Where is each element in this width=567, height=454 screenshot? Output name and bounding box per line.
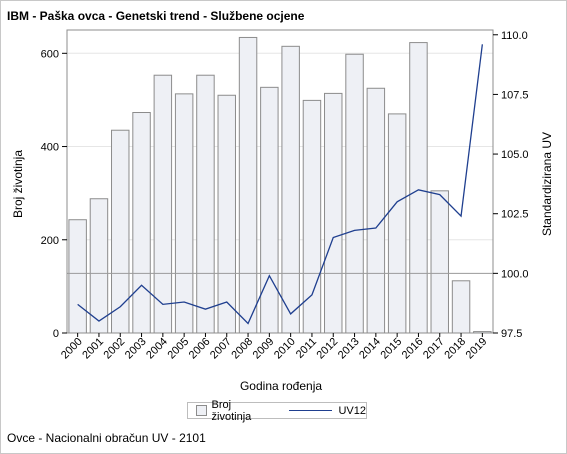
y-axis-right-label: Standardizirana UV [540,132,554,236]
bar [89,198,109,334]
plot-border [66,29,494,334]
x-tick-label: 2011 [294,336,319,361]
bar [174,93,194,334]
bar [281,45,300,334]
bar [68,219,87,334]
x-tick-label: 2016 [400,336,426,362]
y-left-tick-label: 600 [41,48,59,60]
bar [451,280,471,334]
x-tick-label: 2018 [442,336,468,362]
legend-bar-label: Broj životinja [211,398,252,423]
x-tick-label: 2001 [80,336,106,362]
x-tick-label: 2019 [464,336,490,362]
x-tick-label: 2012 [315,336,341,362]
footnote: Ovce - Nacionalni obračun UV - 2101 [7,431,206,445]
bar [132,112,151,334]
y-right-tick-label: 102.5 [501,209,529,221]
x-tick-label: 2009 [251,336,277,362]
x-tick-label: 2000 [59,336,85,362]
bar [409,42,428,334]
x-tick-label: 2015 [378,336,404,362]
y-right-tick-label: 100.0 [501,268,529,280]
legend: Broj životinja UV12 [187,399,367,423]
bar [324,92,343,334]
grid-layer [67,52,493,334]
x-tick-label: 2006 [187,336,213,362]
y-left-tick-label: 200 [41,235,59,247]
bar [387,113,407,334]
line-layer [77,44,483,325]
x-tick-label: 2008 [229,336,255,362]
x-tick-label: 2017 [421,336,447,362]
x-tick-label: 2007 [208,336,234,362]
x-tick-label: 2004 [144,336,170,362]
y-right-tick-label: 110.0 [501,30,528,42]
y-right-tick-label: 107.5 [501,89,529,101]
series-line-uv12 [77,44,483,325]
x-tick-label: 2010 [272,336,298,362]
x-tick-label: 2014 [357,336,383,362]
bar [302,99,322,334]
x-tick-label: 2013 [336,336,362,362]
bar [196,74,215,334]
y-left-tick-label: 400 [41,142,59,154]
x-axis-label: Godina rođenja [240,379,322,393]
bar [238,36,258,334]
bar [430,190,449,334]
chart-title: IBM - Paška ovca - Genetski trend - Služ… [7,9,305,23]
x-tick-label: 2002 [102,336,128,362]
y-axis-left-label: Broj životinja [11,150,25,218]
bars-layer [68,36,492,334]
y-left-tick-label: 0 [53,328,59,340]
legend-line-label: UV12 [338,404,366,417]
y-right-tick-label: 105.0 [501,149,529,161]
bar [345,53,364,334]
bar [260,86,279,334]
legend-line-swatch [288,410,333,411]
legend-bar-swatch [196,405,207,416]
bar [153,74,173,334]
bar [217,94,236,334]
bar [111,129,130,334]
y-right-tick-label: 97.5 [501,328,522,340]
bar [366,87,386,334]
x-tick-label: 2003 [123,336,149,362]
x-tick-label: 2005 [165,336,191,362]
